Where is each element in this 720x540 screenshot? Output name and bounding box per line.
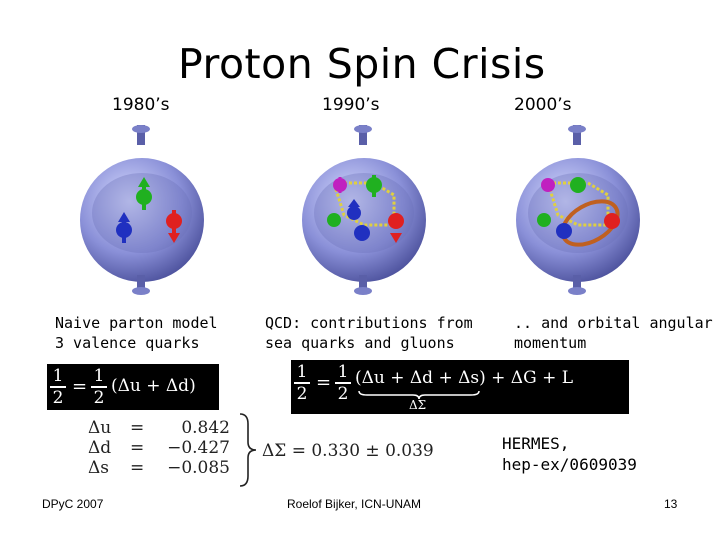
caption-line: momentum bbox=[514, 334, 587, 352]
equals-sign: = bbox=[316, 372, 332, 393]
quark-red bbox=[604, 213, 620, 229]
quark-green bbox=[136, 177, 152, 210]
equation-naive-spin-sum: 1 2 = 1 2 (Δu + Δd) bbox=[47, 364, 219, 410]
equation-full-spin-sum: 1 2 = 1 2 (Δu + Δd + Δs) + ΔG + L ΔΣ bbox=[291, 360, 629, 414]
quark-green bbox=[570, 177, 586, 193]
quark-magenta bbox=[333, 177, 347, 193]
measurements-table: Δu = 0.842 Δd = −0.427 Δs = −0.085 bbox=[88, 418, 238, 478]
gluon-lines bbox=[545, 181, 610, 227]
fraction-denominator: 2 bbox=[296, 384, 308, 404]
era-label-2000s: 2000’s bbox=[514, 95, 572, 115]
fraction-denominator: 2 bbox=[93, 388, 105, 408]
caption-naive-parton: Naive parton model 3 valence quarks bbox=[55, 313, 218, 353]
caption-line: 3 valence quarks bbox=[55, 334, 200, 352]
underbrace-label: ΔΣ bbox=[409, 398, 427, 412]
fraction-bar bbox=[91, 386, 107, 388]
footer-page-number: 13 bbox=[664, 497, 678, 511]
experiment-reference: HERMES, hep-ex/0609039 bbox=[502, 433, 637, 475]
quark-green-small bbox=[327, 213, 341, 227]
fraction-numerator: 1 bbox=[52, 366, 64, 386]
measurement-eq: = bbox=[130, 458, 145, 478]
equals-sign: = bbox=[72, 376, 88, 397]
fraction-denominator: 2 bbox=[52, 388, 64, 408]
fraction-denominator: 2 bbox=[337, 384, 349, 404]
proton-illustration-orbital bbox=[516, 125, 640, 295]
delta-sigma-result: ΔΣ = 0.330 ± 0.039 bbox=[262, 441, 434, 461]
caption-line: sea quarks and gluons bbox=[265, 334, 455, 352]
measurement-eq: = bbox=[130, 418, 145, 438]
measurement-symbol: Δs bbox=[88, 458, 110, 478]
measurement-row: Δu = 0.842 bbox=[88, 418, 238, 438]
fraction-numerator: 1 bbox=[93, 366, 105, 386]
measurement-row: Δd = −0.427 bbox=[88, 438, 238, 458]
quark-blue-2 bbox=[354, 225, 370, 241]
measurement-value: −0.085 bbox=[167, 458, 230, 478]
caption-line: .. and orbital angular bbox=[514, 314, 713, 332]
reference-line: hep-ex/0609039 bbox=[502, 455, 637, 474]
era-label-1980s: 1980’s bbox=[112, 95, 170, 115]
footer-author: Roelof Bijker, ICN-UNAM bbox=[287, 497, 422, 511]
fraction-numerator: 1 bbox=[296, 362, 308, 382]
right-brace bbox=[239, 413, 257, 487]
quark-green bbox=[366, 175, 382, 197]
equation-rhs: (Δu + Δd + Δs) + ΔG + L bbox=[355, 368, 574, 388]
quark-magenta bbox=[541, 178, 555, 192]
fraction-bar bbox=[335, 382, 351, 384]
caption-line: QCD: contributions from bbox=[265, 314, 473, 332]
measurement-row: Δs = −0.085 bbox=[88, 458, 238, 478]
era-label-1990s: 1990’s bbox=[322, 95, 380, 115]
quark-blue bbox=[556, 223, 572, 239]
fraction-bar bbox=[294, 382, 310, 384]
measurement-symbol: Δd bbox=[88, 438, 112, 458]
quark-blue bbox=[347, 199, 361, 220]
caption-qcd: QCD: contributions from sea quarks and g… bbox=[265, 313, 473, 353]
slide-title: Proton Spin Crisis bbox=[178, 40, 546, 88]
proton-illustration-sea-quarks-gluons bbox=[302, 125, 426, 295]
caption-orbital: .. and orbital angular momentum bbox=[514, 313, 713, 353]
quark-blue bbox=[116, 212, 132, 243]
quark-red bbox=[388, 213, 404, 243]
fraction-bar bbox=[50, 386, 66, 388]
underbrace bbox=[358, 390, 480, 400]
measurement-symbol: Δu bbox=[88, 418, 112, 438]
measurement-eq: = bbox=[130, 438, 145, 458]
quark-green-small bbox=[537, 213, 551, 227]
reference-line: HERMES, bbox=[502, 434, 570, 453]
fraction-numerator: 1 bbox=[337, 362, 349, 382]
footer-conference: DPyC 2007 bbox=[42, 497, 104, 511]
proton-illustration-valence bbox=[80, 125, 204, 295]
measurement-value: −0.427 bbox=[167, 438, 230, 458]
quark-red bbox=[166, 210, 182, 243]
equation-rhs: (Δu + Δd) bbox=[111, 376, 196, 396]
measurement-value: 0.842 bbox=[181, 418, 230, 438]
caption-line: Naive parton model bbox=[55, 314, 218, 332]
